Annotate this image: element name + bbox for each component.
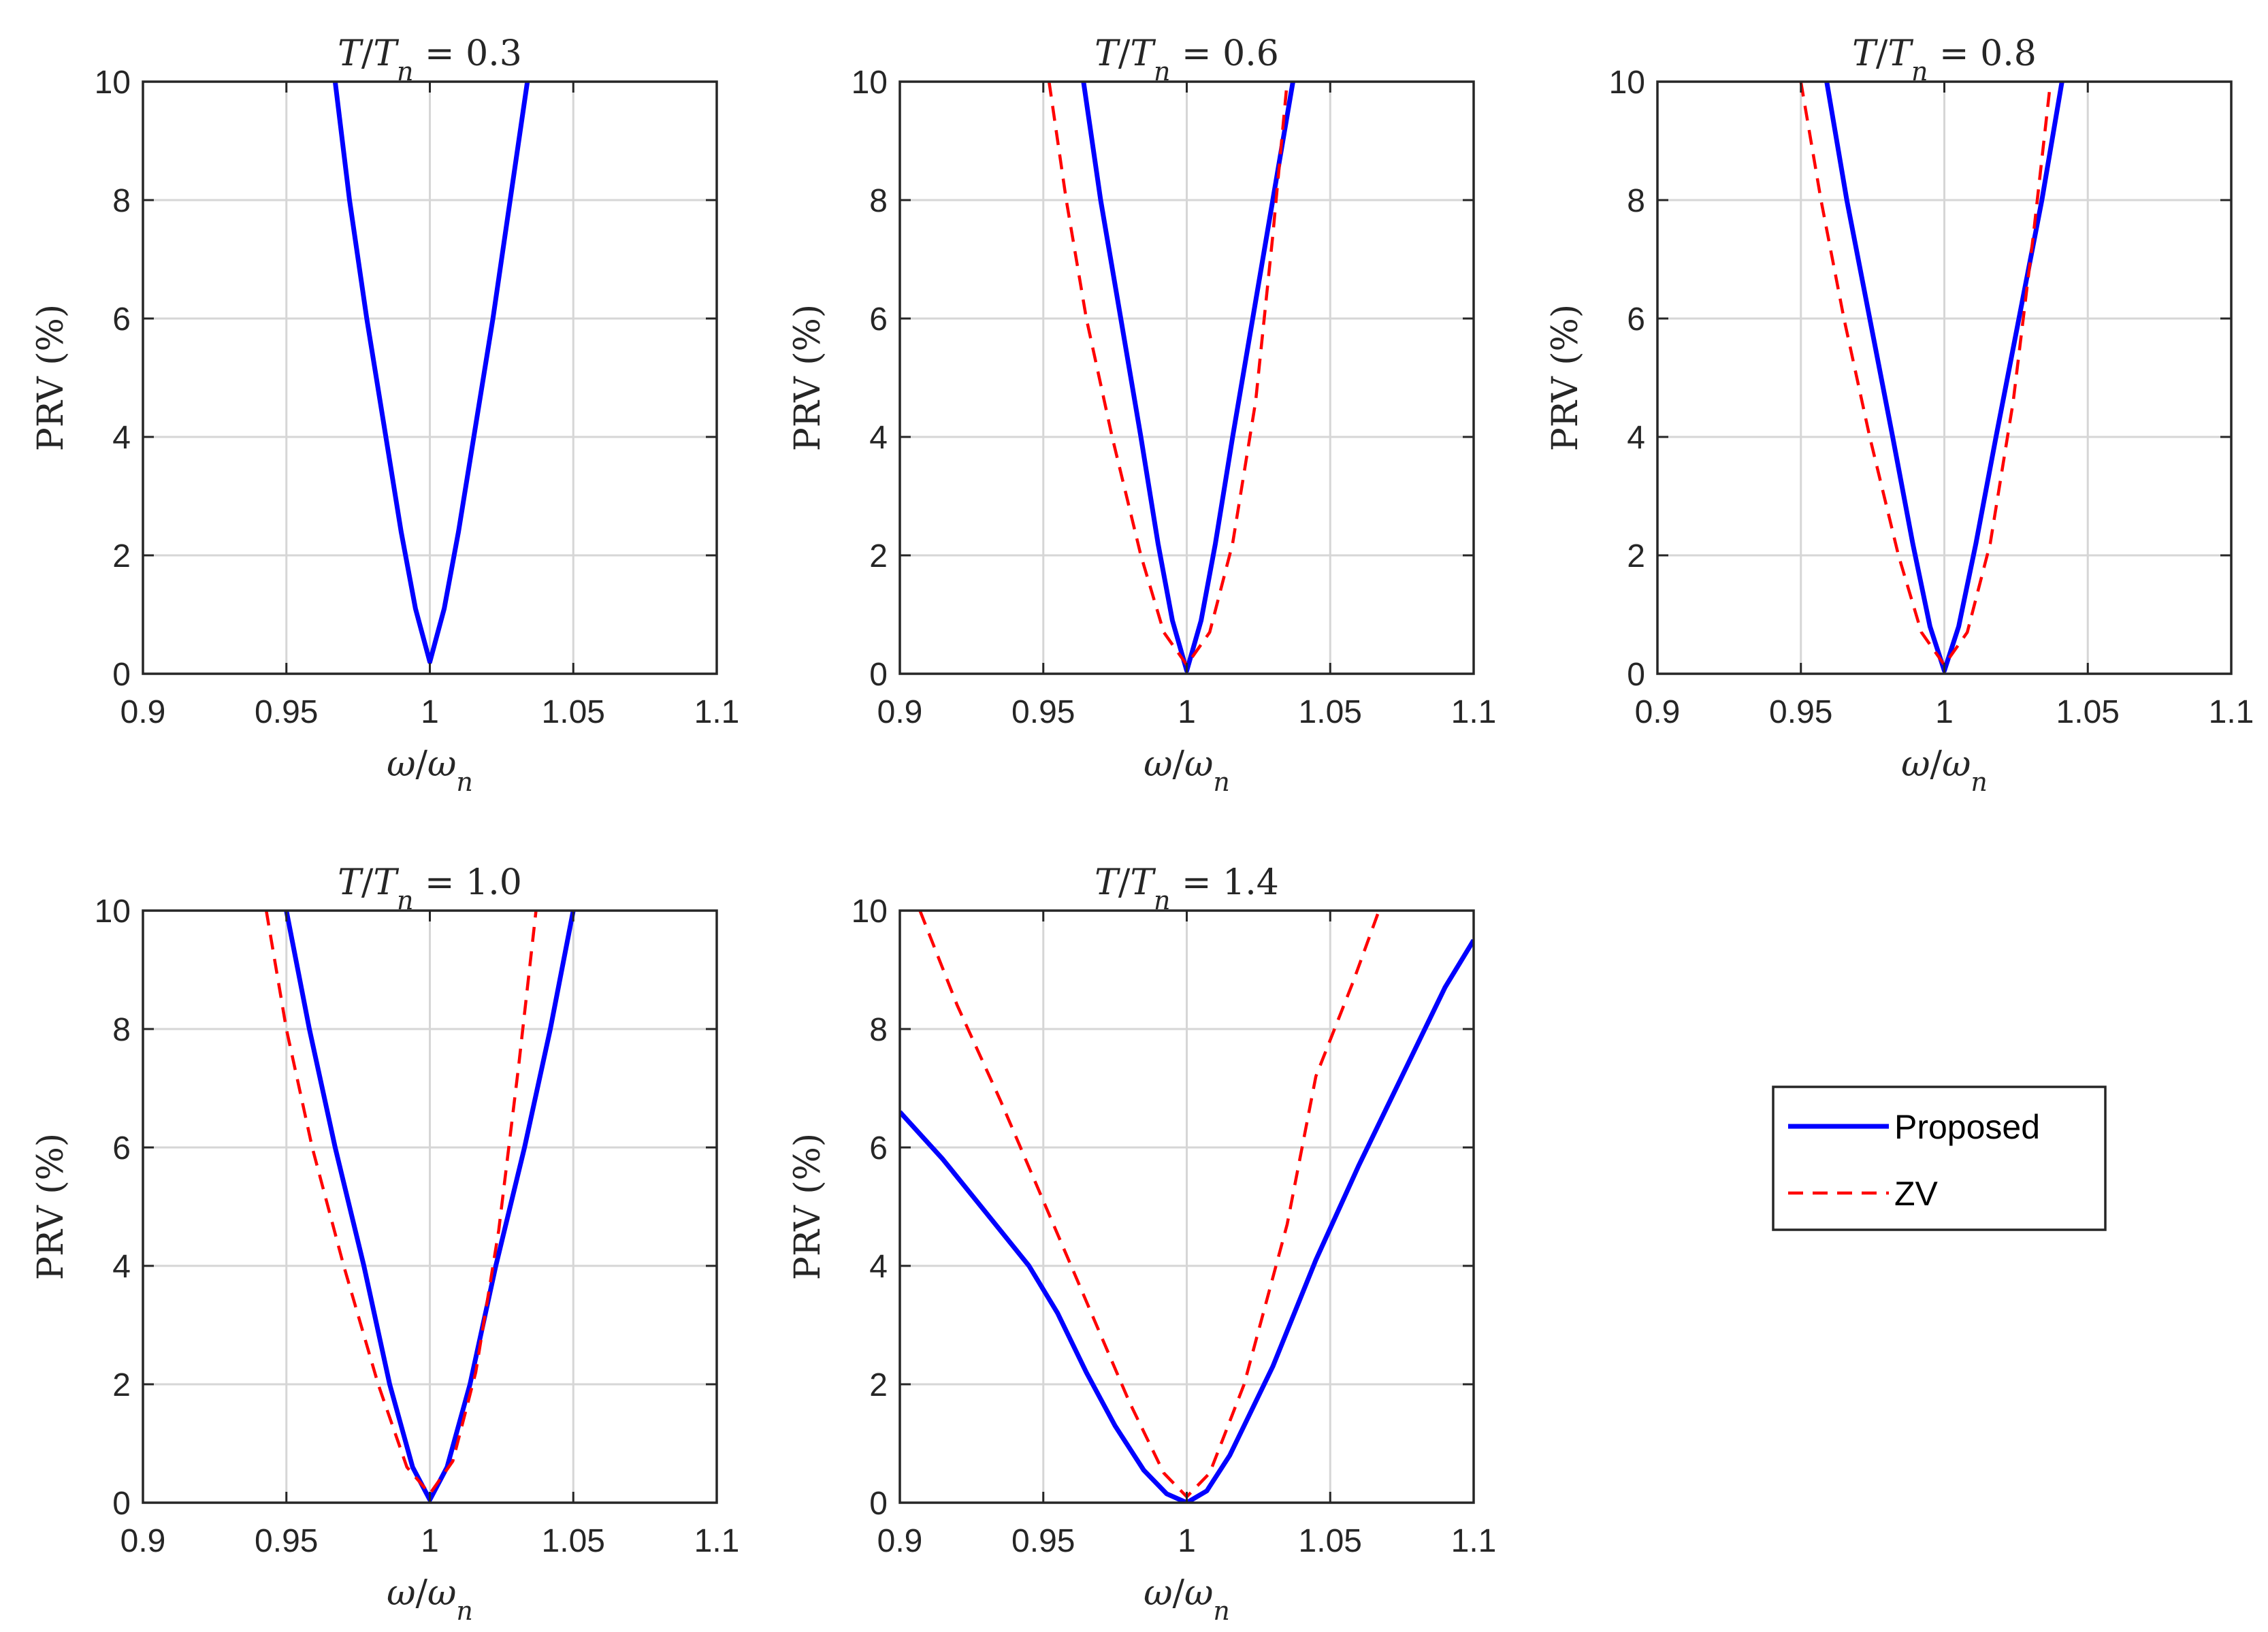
x-tick-label: 0.95 bbox=[1769, 694, 1832, 730]
series-line-zv bbox=[1799, 82, 2052, 667]
y-tick-label: 4 bbox=[869, 420, 888, 456]
legend-label-proposed: Proposed bbox=[1894, 1108, 2040, 1146]
x-tick-label: 0.9 bbox=[120, 1523, 166, 1559]
y-tick-label: 10 bbox=[852, 65, 888, 101]
y-tick-label: 10 bbox=[852, 894, 888, 930]
y-axis-label: PRV (%) bbox=[31, 304, 71, 451]
panel-3: 0.9 0.95 1 1.05 1.1 0 2 4 6 8 10 T/Tn = 0.8 ω/ωn PRV … bbox=[1545, 33, 2254, 797]
x-tick-label: 0.95 bbox=[1011, 1523, 1075, 1559]
y-tick-label: 10 bbox=[95, 894, 131, 930]
y-tick-label: 10 bbox=[1609, 65, 1645, 101]
legend: Proposed ZV bbox=[1772, 1086, 2107, 1231]
legend-box bbox=[1772, 1086, 2107, 1231]
y-tick-label: 4 bbox=[1627, 420, 1645, 456]
y-tick-label: 2 bbox=[112, 538, 131, 574]
y-tick-label: 6 bbox=[112, 1130, 131, 1166]
series-line-proposed bbox=[1081, 82, 1295, 674]
x-tick-label: 0.9 bbox=[877, 694, 923, 730]
chart-title: T/Tn = 0.3 bbox=[338, 33, 522, 86]
y-axis-label: PRV (%) bbox=[31, 1133, 71, 1280]
x-tick-label: 1.1 bbox=[1451, 1523, 1497, 1559]
x-tick-label: 1.05 bbox=[1299, 694, 1362, 730]
x-tick-label: 1 bbox=[1935, 694, 1954, 730]
panel-5: 0.9 0.95 1 1.05 1.1 0 2 4 6 8 10 T/Tn = 1.4 ω/ωn PRV … bbox=[788, 862, 1496, 1626]
legend-label-zv: ZV bbox=[1894, 1175, 1939, 1213]
y-tick-label: 10 bbox=[95, 65, 131, 101]
chart-title: T/Tn = 0.6 bbox=[1095, 33, 1279, 86]
y-tick-label: 6 bbox=[869, 301, 888, 338]
panel-1: 0.9 0.95 1 1.05 1.1 0 2 4 6 8 10 T/Tn = 0.3 ω/ωn PRV … bbox=[31, 33, 739, 797]
y-tick-label: 4 bbox=[112, 1249, 131, 1285]
x-tick-label: 1 bbox=[421, 694, 439, 730]
chart-title: T/Tn = 0.8 bbox=[1852, 33, 2037, 86]
series-line-proposed bbox=[332, 82, 530, 665]
x-axis-label: ω/ωn bbox=[1144, 1573, 1230, 1626]
series-line-zv bbox=[264, 911, 538, 1496]
series-line-zv bbox=[1047, 82, 1289, 667]
y-tick-label: 2 bbox=[869, 1367, 888, 1403]
x-tick-label: 1.1 bbox=[694, 694, 740, 730]
y-tick-label: 4 bbox=[869, 1249, 888, 1285]
series-line-zv bbox=[918, 911, 1381, 1499]
y-axis-label: PRV (%) bbox=[788, 304, 828, 451]
y-tick-label: 0 bbox=[869, 657, 888, 693]
y-tick-label: 8 bbox=[112, 183, 131, 219]
y-tick-label: 6 bbox=[869, 1130, 888, 1166]
y-tick-label: 6 bbox=[1627, 301, 1645, 338]
x-tick-label: 1.1 bbox=[694, 1523, 740, 1559]
y-tick-label: 2 bbox=[869, 538, 888, 574]
x-tick-label: 1.05 bbox=[542, 694, 605, 730]
x-tick-label: 1.1 bbox=[1451, 694, 1497, 730]
y-axis-label: PRV (%) bbox=[788, 1133, 828, 1280]
x-tick-label: 1 bbox=[421, 1523, 439, 1559]
x-tick-label: 0.95 bbox=[255, 1523, 318, 1559]
panel-2: 0.9 0.95 1 1.05 1.1 0 2 4 6 8 10 T/Tn = 0.6 ω/ωn PRV … bbox=[788, 33, 1496, 797]
y-tick-label: 8 bbox=[869, 1012, 888, 1048]
y-tick-label: 4 bbox=[112, 420, 131, 456]
y-tick-label: 6 bbox=[112, 301, 131, 338]
y-axis-label: PRV (%) bbox=[1545, 304, 1586, 451]
x-axis-label: ω/ωn bbox=[387, 744, 473, 797]
series-line-proposed bbox=[900, 939, 1474, 1503]
x-tick-label: 0.95 bbox=[1011, 694, 1075, 730]
y-tick-label: 2 bbox=[112, 1367, 131, 1403]
x-axis-label: ω/ωn bbox=[1901, 744, 1988, 797]
x-axis-label: ω/ωn bbox=[1144, 744, 1230, 797]
y-tick-label: 0 bbox=[112, 1486, 131, 1522]
x-tick-label: 0.95 bbox=[255, 694, 318, 730]
x-tick-label: 1 bbox=[1178, 694, 1196, 730]
y-tick-label: 0 bbox=[1627, 657, 1645, 693]
panel-4: 0.9 0.95 1 1.05 1.1 0 2 4 6 8 10 T/Tn = 1.0 ω/ωn PRV … bbox=[31, 862, 739, 1626]
x-tick-label: 1.1 bbox=[2209, 694, 2254, 730]
x-tick-label: 0.9 bbox=[120, 694, 166, 730]
x-tick-label: 1.05 bbox=[1299, 1523, 1362, 1559]
y-tick-label: 8 bbox=[869, 183, 888, 219]
x-tick-label: 0.9 bbox=[877, 1523, 923, 1559]
y-tick-label: 8 bbox=[1627, 183, 1645, 219]
y-tick-label: 0 bbox=[869, 1486, 888, 1522]
x-tick-label: 1 bbox=[1178, 1523, 1196, 1559]
y-tick-label: 0 bbox=[112, 657, 131, 693]
x-axis-label: ω/ωn bbox=[387, 1573, 473, 1626]
chart-title: T/Tn = 1.0 bbox=[338, 862, 522, 915]
chart-title: T/Tn = 1.4 bbox=[1095, 862, 1279, 915]
y-tick-label: 8 bbox=[112, 1012, 131, 1048]
x-tick-label: 1.05 bbox=[542, 1523, 605, 1559]
x-tick-label: 0.9 bbox=[1635, 694, 1681, 730]
y-tick-label: 2 bbox=[1627, 538, 1645, 574]
x-tick-label: 1.05 bbox=[2056, 694, 2120, 730]
